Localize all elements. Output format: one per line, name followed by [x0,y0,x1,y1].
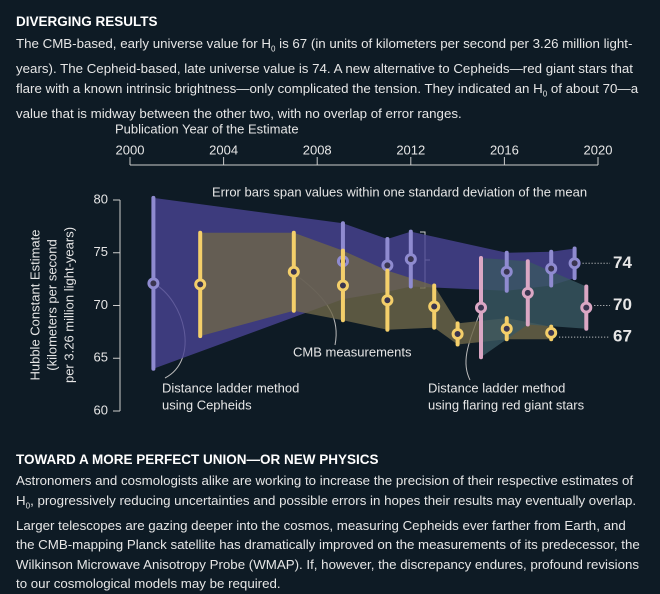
point [404,253,417,266]
subscript: 0 [270,44,276,54]
y-tick-label: 60 [94,402,108,417]
x-tick-label: 2008 [303,142,332,157]
text-run: The CMB-based, early universe value for … [16,36,271,51]
x-tick-label: 2012 [396,142,425,157]
y-tick-label: 65 [94,350,108,365]
point [336,279,349,292]
point [381,294,394,307]
y-tick-label: 70 [94,297,108,312]
footer-paragraph: Astronomers and cosmologists alike are w… [16,471,646,594]
header-title: DIVERGING RESULTS [16,14,158,29]
y-tick-label: 80 [94,191,108,206]
text-run: is 67 (in units of kilometers per second… [16,36,633,96]
text-run: Astronomers and cosmologists alike are w… [16,473,634,508]
annotation: Error bars span values within one standa… [212,184,587,199]
point [287,265,300,278]
x-axis-title: Publication Year of the Estimate [115,121,299,136]
subscript: 0 [542,89,548,99]
point [475,301,487,314]
chart: 74 67 70 Publication Year of the Estimate 2… [27,121,632,417]
point [194,278,207,291]
x-tick-label: 2016 [490,142,519,157]
y-axis-title: (kilometers per second [44,239,59,371]
footer-title: TOWARD A MORE PERFECT UNION—OR NEW PHYSI… [16,452,379,467]
band [200,232,552,345]
point [500,322,513,335]
y-axis-title: Hubble Constant Estimate [27,229,42,380]
text-run: , progressively reducing uncertainties a… [16,492,640,592]
point [147,277,160,290]
point [500,265,513,278]
point [545,262,558,275]
point [381,259,394,272]
text-run: of about 70—a value that is midway betwe… [16,80,639,121]
series-label: Distance ladder method [428,380,565,395]
y-axis-title: per 3.26 million light-years) [61,227,76,383]
leader-line [465,306,483,381]
x-tick-label: 2004 [209,142,238,157]
point [451,327,464,340]
end-label: 67 [613,327,632,346]
point [545,326,558,339]
header-paragraph: The CMB-based, early universe value for … [16,34,646,123]
point [580,301,593,314]
page: DIVERGING RESULTS The CMB-based, early u… [16,14,646,592]
series-label: using Cepheids [162,397,252,412]
end-label: 70 [613,295,632,314]
annotation: CMB measurements [293,344,412,359]
y-tick-label: 75 [94,244,108,259]
series-label: Distance ladder method [162,380,299,395]
x-tick-label: 2000 [116,142,145,157]
point [521,286,534,299]
subscript: 0 [25,501,31,511]
end-label: 74 [613,253,632,272]
x-tick-label: 2020 [584,142,613,157]
point [568,257,581,270]
point [428,300,441,313]
series-label: using flaring red giant stars [428,397,585,412]
